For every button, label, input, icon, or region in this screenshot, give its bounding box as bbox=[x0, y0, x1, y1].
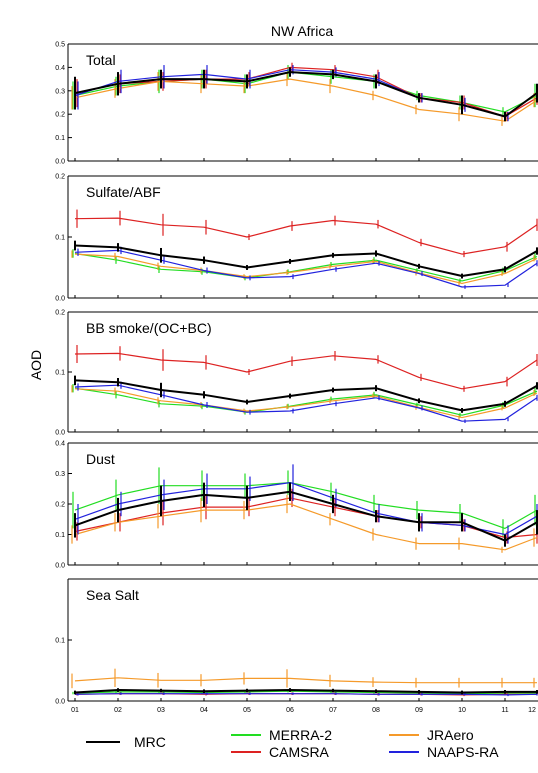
y-tick-label: 0.1 bbox=[55, 370, 65, 377]
y-tick-label: 0.1 bbox=[55, 532, 65, 539]
series-line bbox=[74, 252, 538, 282]
legend-item-naaps-ra: NAAPS-RA bbox=[389, 744, 499, 760]
y-tick-label: 0.1 bbox=[55, 638, 65, 645]
y-tick-label: 0.1 bbox=[55, 235, 65, 242]
series-line bbox=[74, 490, 538, 542]
y-axis-label: AOD bbox=[28, 350, 44, 380]
series-line bbox=[74, 482, 538, 530]
legend-item-camsra: CAMSRA bbox=[231, 744, 330, 760]
legend-label: MERRA-2 bbox=[269, 727, 332, 743]
x-tick-label: 03 bbox=[157, 707, 165, 714]
x-tick-label: 08 bbox=[372, 707, 380, 714]
series-mrc bbox=[74, 240, 538, 279]
legend-item-merra-2: MERRA-2 bbox=[231, 727, 332, 743]
series-mrc bbox=[74, 67, 538, 122]
series-line bbox=[74, 689, 537, 694]
x-tick-label: 10 bbox=[458, 707, 466, 714]
panel-1: 0.0 0.1 0.2 0.3 0.4 0.5 Total bbox=[55, 42, 538, 166]
series-line bbox=[74, 244, 538, 277]
series-naaps-ra bbox=[74, 381, 538, 423]
legend-label: MRC bbox=[134, 734, 166, 750]
legend-item-jraero: JRAero bbox=[389, 727, 474, 743]
x-tick-label: 02 bbox=[114, 707, 122, 714]
series-jraero bbox=[71, 72, 538, 126]
series-line bbox=[74, 69, 538, 118]
y-tick-label: 0.2 bbox=[55, 174, 65, 181]
series-naaps-ra bbox=[74, 246, 538, 289]
series-line bbox=[74, 693, 538, 696]
series-merra-2 bbox=[72, 384, 538, 418]
series-line bbox=[74, 503, 538, 551]
series-line bbox=[74, 388, 538, 419]
y-tick-label: 0.5 bbox=[55, 42, 65, 49]
series-jraero bbox=[71, 668, 537, 689]
panel-label: BB smoke/(OC+BC) bbox=[86, 320, 212, 336]
panel-2: 0.0 0.1 0.2 Sulfate/ABF bbox=[55, 174, 538, 303]
panel-3: 0.0 0.1 0.2 BB smoke/(OC+BC) bbox=[55, 310, 538, 437]
legend-label: NAAPS-RA bbox=[427, 744, 499, 760]
y-tick-label: 0.3 bbox=[55, 88, 65, 95]
series-naaps-ra bbox=[74, 692, 538, 697]
x-tick-labels: 01 02 03 04 05 06 07 08 09 10 11 12 bbox=[71, 707, 536, 714]
y-tick-label: 0.0 bbox=[55, 296, 65, 303]
series-mrc bbox=[74, 688, 538, 695]
panel-5: 0.0 0.1 Sea Salt bbox=[55, 578, 538, 706]
panel-label: Sea Salt bbox=[86, 587, 139, 603]
x-tick-label: 07 bbox=[329, 707, 337, 714]
series-line bbox=[74, 253, 538, 284]
series-camsra bbox=[74, 209, 538, 258]
legend-label: JRAero bbox=[427, 727, 474, 743]
legend-label: CAMSRA bbox=[269, 744, 330, 760]
series-mrc bbox=[74, 482, 538, 547]
x-tick-label: 06 bbox=[286, 707, 294, 714]
series-mrc bbox=[74, 375, 538, 413]
y-tick-label: 0.0 bbox=[55, 699, 65, 706]
series-jraero bbox=[71, 385, 538, 420]
y-tick-label: 0.0 bbox=[55, 563, 65, 570]
series-line bbox=[74, 387, 538, 416]
series-line bbox=[74, 384, 538, 422]
series-line bbox=[74, 217, 538, 255]
y-tick-label: 0.2 bbox=[55, 310, 65, 317]
panels: 0.0 0.1 0.2 0.3 0.4 0.5 Total 0.0 0.1 0.2 Sulfate/… bbox=[55, 42, 538, 714]
x-tick-label: 09 bbox=[415, 707, 423, 714]
series-merra-2 bbox=[72, 249, 538, 284]
panel-label: Dust bbox=[86, 451, 115, 467]
panel-label: Sulfate/ABF bbox=[86, 184, 161, 200]
x-tick-label: 04 bbox=[200, 707, 208, 714]
y-tick-label: 0.0 bbox=[55, 159, 65, 166]
series-line bbox=[74, 249, 538, 288]
panel-4: 0.0 0.1 0.2 0.3 0.4 Dust bbox=[55, 441, 538, 570]
series-line bbox=[74, 78, 538, 122]
y-tick-label: 0.0 bbox=[55, 430, 65, 437]
y-tick-label: 0.2 bbox=[55, 502, 65, 509]
series-line bbox=[74, 352, 538, 390]
series-camsra bbox=[74, 345, 538, 392]
y-tick-label: 0.4 bbox=[55, 65, 65, 72]
y-tick-label: 0.3 bbox=[55, 471, 65, 478]
figure-title: NW Africa bbox=[271, 23, 333, 39]
x-tick-label: 05 bbox=[243, 707, 251, 714]
x-tick-label: 12 bbox=[528, 707, 536, 714]
series-line bbox=[74, 379, 538, 412]
series-jraero bbox=[71, 494, 538, 553]
y-tick-label: 0.2 bbox=[55, 112, 65, 119]
series-line bbox=[74, 71, 538, 118]
series-line bbox=[74, 66, 538, 118]
series-line bbox=[74, 677, 537, 684]
series-line bbox=[74, 690, 537, 695]
series-line bbox=[74, 482, 538, 536]
series-merra-2 bbox=[72, 467, 538, 538]
series-camsra bbox=[74, 62, 538, 122]
y-tick-label: 0.1 bbox=[55, 135, 65, 142]
x-tick-label: 11 bbox=[501, 707, 508, 714]
y-tick-label: 0.4 bbox=[55, 441, 65, 448]
legend-item-mrc: MRC bbox=[86, 734, 166, 750]
x-tick-label: 01 bbox=[71, 707, 79, 714]
panel-label: Total bbox=[86, 52, 116, 68]
